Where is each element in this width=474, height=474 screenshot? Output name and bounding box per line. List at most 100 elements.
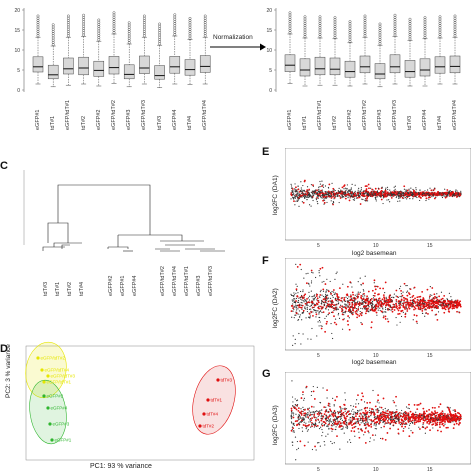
ma-point [323, 203, 325, 205]
dendrogram-sample-label: tdT#4 [79, 281, 85, 296]
ma-point [404, 301, 407, 304]
ma-point [443, 305, 446, 308]
ma-point [359, 190, 361, 192]
ma-point [293, 297, 295, 300]
ma-point [431, 192, 434, 195]
boxplot-sample-label: eGFP#2 [95, 109, 102, 130]
ma-point [408, 435, 411, 438]
ma-point [425, 302, 428, 305]
boxplot-outlier [203, 18, 207, 22]
boxplot-outlier [363, 27, 367, 31]
ma-point [337, 411, 339, 413]
boxplot-outlier [348, 37, 352, 41]
ma-point [390, 309, 392, 311]
ma-point [438, 193, 440, 195]
ma-point [432, 302, 434, 305]
pca-point-label: tdT#4 [207, 412, 219, 417]
ma-point [315, 410, 318, 412]
ma-point [300, 408, 302, 410]
ma-point [376, 314, 378, 316]
ma-point [456, 306, 459, 309]
ma-point [320, 409, 323, 411]
ma-point [309, 414, 312, 416]
ma-point [338, 187, 340, 190]
boxplot-outlier [423, 22, 427, 26]
ma-point [295, 309, 298, 311]
ma-point [418, 299, 420, 301]
ma-point [408, 403, 410, 406]
ma-point [395, 306, 398, 309]
ma-point [309, 194, 311, 196]
ma-point [398, 303, 400, 305]
ma-point [296, 440, 299, 443]
ma-point [290, 418, 293, 420]
ma-point [419, 302, 421, 304]
ma-point [451, 307, 454, 310]
ma-point [413, 419, 416, 421]
ma-point [322, 420, 325, 423]
ma-point [448, 415, 450, 417]
ma-point [333, 307, 335, 309]
ma-point [406, 290, 409, 292]
ma-point [310, 205, 312, 207]
ma-point [290, 293, 292, 295]
ma-point [422, 306, 425, 309]
ma-point [393, 293, 395, 295]
ma-point [398, 312, 401, 315]
ma-point [387, 417, 390, 419]
ma-point [401, 195, 403, 197]
ma-point [371, 302, 373, 304]
ma-point [344, 191, 346, 194]
ma-point [320, 426, 322, 428]
boxplot-outlier [173, 22, 177, 25]
ma-point [458, 193, 460, 196]
ma-point [358, 415, 361, 418]
ma-da2-ylabel: log2FC (DA2) [272, 288, 279, 328]
ma-point [446, 298, 448, 300]
ma-point [406, 198, 408, 200]
ma-point [344, 303, 346, 306]
ma-point [324, 192, 327, 195]
ma-point [346, 427, 348, 430]
ma-point [354, 411, 357, 414]
ma-point [348, 423, 350, 426]
ma-point [296, 194, 298, 196]
ma-point [294, 196, 297, 198]
ma-point [453, 423, 456, 426]
boxplot-outlier [438, 15, 442, 19]
ma-point [370, 297, 373, 300]
ma-point [317, 192, 319, 194]
boxplot-outlier [112, 22, 116, 26]
ma-point [296, 196, 299, 199]
boxplot-outlier [51, 34, 55, 38]
ma-point [389, 189, 391, 191]
ma-point [339, 422, 342, 425]
boxplot-outlier [67, 21, 70, 24]
ma-point [450, 296, 452, 298]
boxplot-outlier [158, 26, 162, 30]
ma-point [318, 270, 320, 272]
ma-point [376, 299, 378, 301]
ma-point [431, 309, 434, 312]
boxplot-outlier [408, 28, 412, 32]
ma-point [448, 192, 450, 194]
boxplot-outlier [288, 22, 292, 26]
ma-point [353, 416, 355, 418]
ma-point [420, 415, 423, 417]
ma-point [367, 422, 369, 424]
ma-point [338, 423, 340, 425]
ma-point [422, 304, 425, 306]
ma-point [301, 427, 303, 429]
ma-point [444, 308, 447, 311]
ma-point [436, 429, 439, 432]
ma-point [405, 306, 407, 308]
ma-point [353, 298, 355, 300]
ma-point [424, 432, 426, 434]
ma-point [364, 312, 367, 315]
boxplot-outlier [67, 25, 70, 29]
ma-point [322, 290, 325, 292]
boxplot-outlier [127, 39, 131, 42]
ma-point [300, 301, 302, 304]
ma-point [298, 416, 300, 418]
ma-point [294, 338, 296, 340]
